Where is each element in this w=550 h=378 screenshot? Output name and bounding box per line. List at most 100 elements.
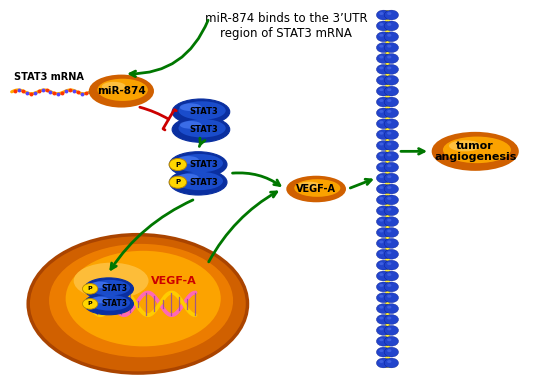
Text: tumor
angiogenesis: tumor angiogenesis <box>434 141 516 162</box>
Circle shape <box>387 295 392 298</box>
Text: VEGF-A: VEGF-A <box>151 276 196 286</box>
Text: STAT3: STAT3 <box>101 284 127 293</box>
Circle shape <box>379 229 383 232</box>
Circle shape <box>376 304 390 313</box>
Ellipse shape <box>28 235 248 373</box>
Circle shape <box>384 184 399 194</box>
Circle shape <box>384 152 399 161</box>
Ellipse shape <box>91 297 109 303</box>
Circle shape <box>376 282 390 292</box>
Ellipse shape <box>84 278 134 300</box>
Circle shape <box>387 99 392 102</box>
Ellipse shape <box>177 156 199 164</box>
Ellipse shape <box>90 76 153 107</box>
Circle shape <box>376 21 390 31</box>
Ellipse shape <box>90 280 130 296</box>
Text: P: P <box>175 161 180 167</box>
Circle shape <box>379 121 383 124</box>
Circle shape <box>379 251 383 254</box>
Circle shape <box>384 108 399 118</box>
Text: STAT3: STAT3 <box>189 107 218 116</box>
Circle shape <box>387 251 392 254</box>
Ellipse shape <box>172 99 230 125</box>
Text: STAT3: STAT3 <box>189 160 218 169</box>
Circle shape <box>387 23 392 26</box>
Circle shape <box>82 284 98 294</box>
Ellipse shape <box>176 172 223 190</box>
Circle shape <box>376 130 390 139</box>
Ellipse shape <box>169 152 227 177</box>
Circle shape <box>384 239 399 248</box>
Circle shape <box>379 99 383 102</box>
Circle shape <box>387 208 392 211</box>
Text: STAT3 mRNA: STAT3 mRNA <box>14 73 84 82</box>
Circle shape <box>376 86 390 96</box>
Circle shape <box>376 108 390 118</box>
Circle shape <box>376 314 390 324</box>
Circle shape <box>379 132 383 135</box>
Circle shape <box>379 240 383 243</box>
Circle shape <box>384 304 399 313</box>
Circle shape <box>379 208 383 211</box>
Ellipse shape <box>91 282 109 288</box>
Circle shape <box>379 327 383 330</box>
Circle shape <box>384 173 399 183</box>
Ellipse shape <box>294 179 340 197</box>
Circle shape <box>376 10 390 20</box>
Circle shape <box>384 141 399 150</box>
Ellipse shape <box>176 154 223 172</box>
Circle shape <box>384 65 399 74</box>
Circle shape <box>376 173 390 183</box>
Circle shape <box>384 249 399 259</box>
Circle shape <box>384 86 399 96</box>
Circle shape <box>379 295 383 298</box>
Circle shape <box>387 349 392 352</box>
Circle shape <box>384 314 399 324</box>
Circle shape <box>379 110 383 113</box>
Ellipse shape <box>102 82 126 91</box>
Circle shape <box>169 158 186 170</box>
Circle shape <box>376 293 390 303</box>
Circle shape <box>379 284 383 287</box>
Circle shape <box>384 206 399 215</box>
Circle shape <box>387 197 392 200</box>
Circle shape <box>376 184 390 194</box>
Circle shape <box>169 176 186 188</box>
Circle shape <box>379 316 383 319</box>
Ellipse shape <box>180 121 201 129</box>
Ellipse shape <box>177 174 199 181</box>
Ellipse shape <box>84 293 134 315</box>
Circle shape <box>387 77 392 80</box>
Circle shape <box>387 240 392 243</box>
Circle shape <box>387 12 392 15</box>
Circle shape <box>387 45 392 48</box>
Ellipse shape <box>449 140 481 151</box>
Circle shape <box>379 338 383 341</box>
Circle shape <box>379 219 383 222</box>
Circle shape <box>376 152 390 161</box>
Circle shape <box>384 130 399 139</box>
Circle shape <box>384 271 399 281</box>
Circle shape <box>379 262 383 265</box>
Circle shape <box>376 206 390 215</box>
Circle shape <box>376 228 390 237</box>
Circle shape <box>376 32 390 42</box>
Circle shape <box>379 197 383 200</box>
Circle shape <box>379 153 383 156</box>
Circle shape <box>379 77 383 80</box>
Circle shape <box>384 119 399 129</box>
Circle shape <box>387 67 392 70</box>
Circle shape <box>384 54 399 64</box>
Circle shape <box>387 88 392 91</box>
Circle shape <box>376 347 390 357</box>
Circle shape <box>376 163 390 172</box>
Circle shape <box>384 97 399 107</box>
Circle shape <box>379 186 383 189</box>
Circle shape <box>379 88 383 91</box>
Bar <box>385 10 390 368</box>
Circle shape <box>384 163 399 172</box>
Circle shape <box>376 358 390 368</box>
Circle shape <box>376 97 390 107</box>
Circle shape <box>387 132 392 135</box>
Circle shape <box>384 325 399 335</box>
